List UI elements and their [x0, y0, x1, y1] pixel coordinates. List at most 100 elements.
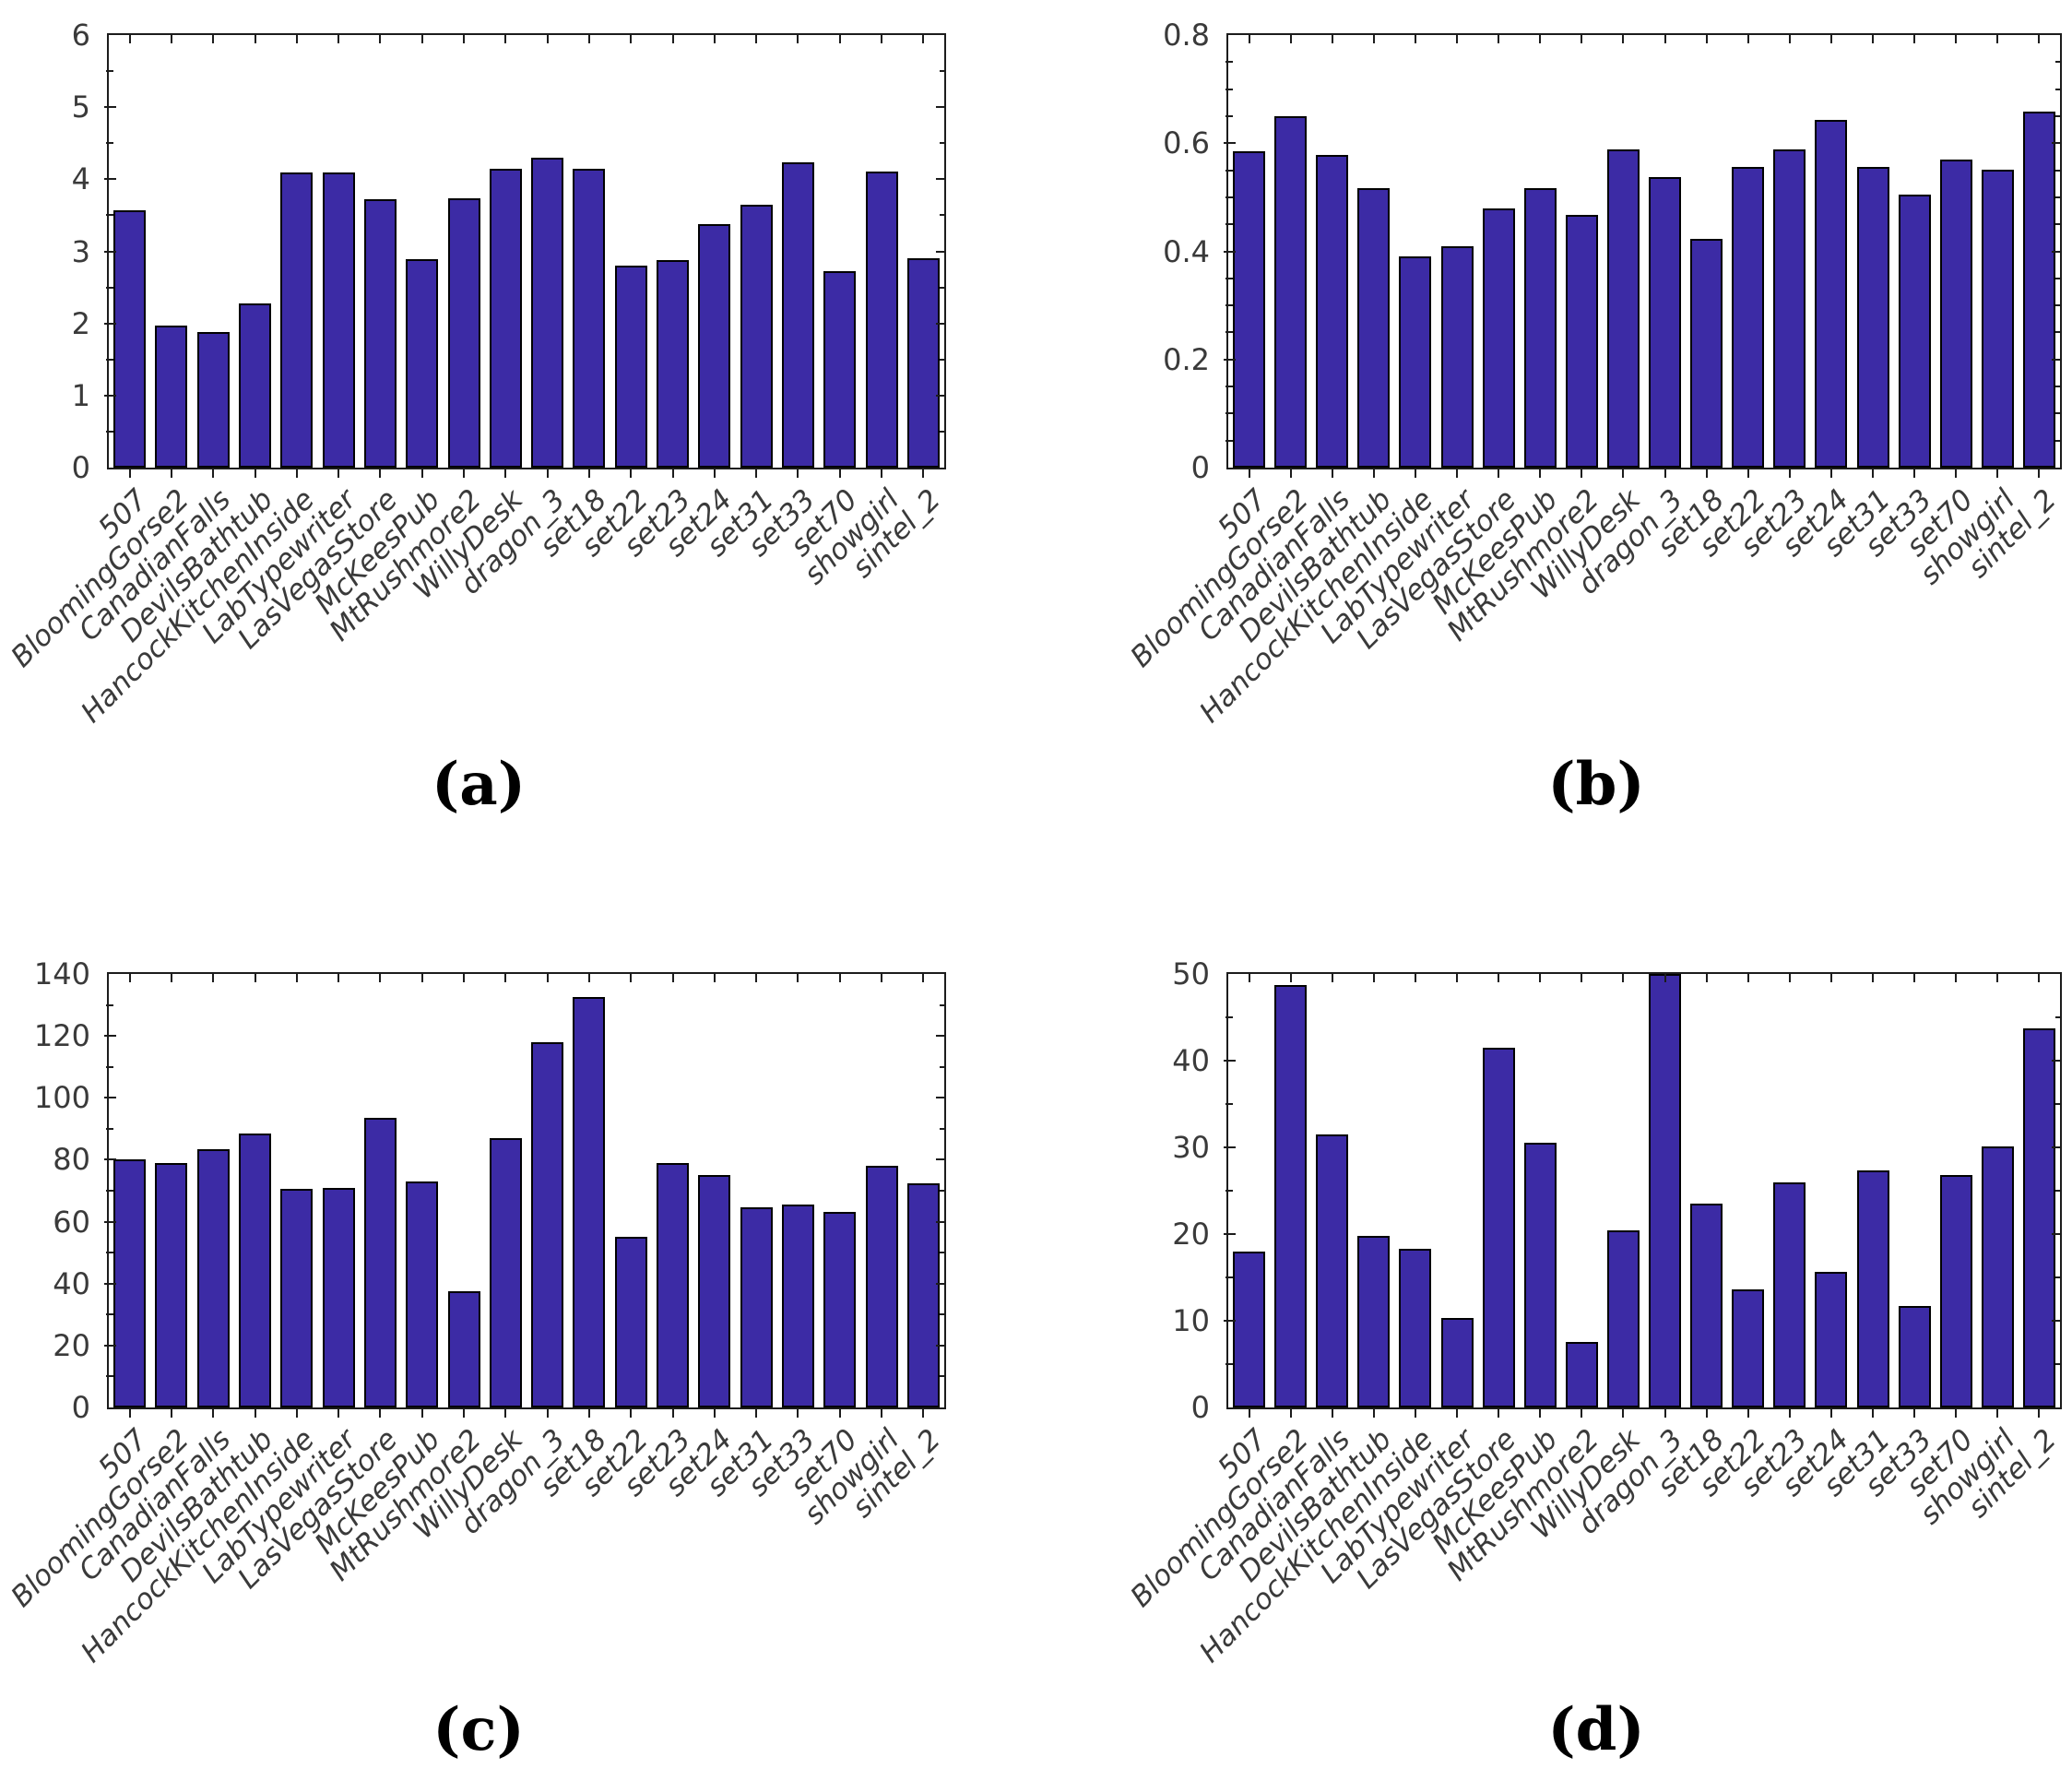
plot-area-a: [104, 33, 946, 469]
bar-set31: [740, 205, 773, 468]
x-tick-top: [1373, 974, 1375, 982]
x-tick-bottom: [1830, 1409, 1832, 1418]
y-minor-tick-right: [2055, 412, 2060, 414]
y-tick-label: 140: [33, 956, 90, 991]
x-tick-bottom: [755, 469, 757, 478]
y-minor-tick-left: [1225, 278, 1233, 279]
y-minor-tick-left: [1225, 1363, 1233, 1365]
x-tick-top: [1622, 974, 1624, 982]
bar-507: [1233, 151, 1265, 468]
x-tick-bottom: [1539, 469, 1541, 478]
bar-BloomingGorse2: [155, 1163, 187, 1407]
x-tick-bottom: [881, 469, 882, 478]
x-tick-bottom: [255, 469, 256, 478]
x-tick-bottom: [337, 1409, 339, 1418]
bar-CanadianFalls: [1316, 1134, 1348, 1407]
chart-panel-b: (b) 0 0.2 0.4 0.6 0.8 507 BloomingGorse2 Canadi…: [1036, 0, 2072, 884]
y-tick-label: 20: [53, 1328, 90, 1363]
x-tick-bottom: [797, 1409, 799, 1418]
y-tick-label: 3: [71, 234, 90, 269]
bar-set24: [1815, 1272, 1847, 1407]
y-minor-tick-left: [1225, 1276, 1233, 1278]
y-tick-left: [1224, 1233, 1236, 1235]
bar-MtRushmore2: [1566, 1342, 1598, 1407]
y-tick-left: [1224, 359, 1236, 361]
x-tick-bottom: [1332, 469, 1333, 478]
x-tick-top: [1955, 974, 1957, 982]
x-tick-top: [1830, 974, 1832, 982]
x-tick-top: [797, 974, 799, 982]
bar-set31: [1857, 1170, 1889, 1407]
x-tick-bottom: [1415, 469, 1416, 478]
x-tick-bottom: [379, 1409, 381, 1418]
bar-507: [113, 1159, 146, 1407]
y-tick-right: [936, 1158, 944, 1160]
y-tick-left: [104, 1035, 116, 1037]
x-tick-bottom: [547, 1409, 549, 1418]
y-minor-tick-right: [940, 287, 944, 289]
y-tick-left: [104, 251, 116, 253]
bar-showgirl: [1982, 170, 2014, 468]
x-tick-top: [922, 974, 924, 982]
x-tick-top: [881, 974, 882, 982]
caption-c: (c): [11, 1689, 946, 1769]
x-tick-bottom: [1332, 1409, 1333, 1418]
x-tick-bottom: [922, 469, 924, 478]
bar-WillyDesk: [490, 1138, 522, 1407]
x-tick-top: [1498, 974, 1499, 982]
x-tick-top: [1249, 974, 1250, 982]
y-tick-label: 60: [53, 1205, 90, 1240]
x-tick-top: [588, 35, 590, 43]
y-minor-tick-left: [106, 431, 113, 433]
y-minor-tick-right: [2055, 170, 2060, 172]
x-tick-top: [1539, 974, 1541, 982]
x-tick-top: [1706, 35, 1708, 43]
bar-McKeesPub: [406, 259, 438, 468]
y-tick-label: 0: [71, 450, 90, 485]
x-tick-top: [1332, 974, 1333, 982]
y-minor-tick-left: [106, 1128, 113, 1130]
y-tick-right: [936, 1283, 944, 1285]
x-tick-bottom: [171, 469, 172, 478]
y-minor-tick-left: [1225, 115, 1233, 117]
x-tick-top: [672, 974, 674, 982]
bar-set33: [782, 162, 814, 468]
y-tick-left: [1224, 1060, 1236, 1062]
y-tick-right: [936, 1221, 944, 1223]
x-tick-bottom: [2038, 469, 2040, 478]
x-tick-top: [2038, 974, 2040, 982]
y-minor-tick-left: [106, 1190, 113, 1192]
bar-CanadianFalls: [197, 1149, 230, 1407]
caption-c-text: (c): [432, 1695, 525, 1764]
x-tick-bottom: [1498, 1409, 1499, 1418]
x-tick-top: [1664, 974, 1666, 982]
x-tick-bottom: [547, 469, 549, 478]
x-tick-top: [547, 974, 549, 982]
y-tick-right: [936, 323, 944, 325]
y-minor-tick-right: [2055, 278, 2060, 279]
x-tick-top: [1747, 35, 1749, 43]
bar-dragon_3: [531, 1042, 563, 1407]
x-tick-bottom: [255, 1409, 256, 1418]
bar-BloomingGorse2: [1274, 985, 1307, 1407]
x-tick-bottom: [1996, 1409, 1998, 1418]
x-tick-top: [1498, 35, 1499, 43]
y-tick-label: 5: [71, 89, 90, 125]
x-tick-top: [171, 35, 172, 43]
x-tick-bottom: [1581, 469, 1582, 478]
bar-set22: [615, 266, 647, 468]
y-minor-tick-right: [940, 1066, 944, 1068]
bar-LabTypewriter: [323, 172, 355, 468]
bar-DevilsBathtub: [239, 303, 271, 468]
y-tick-right: [2052, 1233, 2060, 1235]
y-minor-tick-left: [106, 287, 113, 289]
bar-sintel_2: [907, 1183, 940, 1407]
y-tick-label: 100: [33, 1080, 90, 1115]
bar-WillyDesk: [1607, 149, 1640, 468]
bar-set31: [1857, 167, 1889, 468]
x-tick-bottom: [1498, 469, 1499, 478]
bar-HancockKitchenInside: [1399, 256, 1431, 468]
x-tick-top: [171, 974, 172, 982]
y-tick-label: 0.8: [1163, 18, 1210, 53]
